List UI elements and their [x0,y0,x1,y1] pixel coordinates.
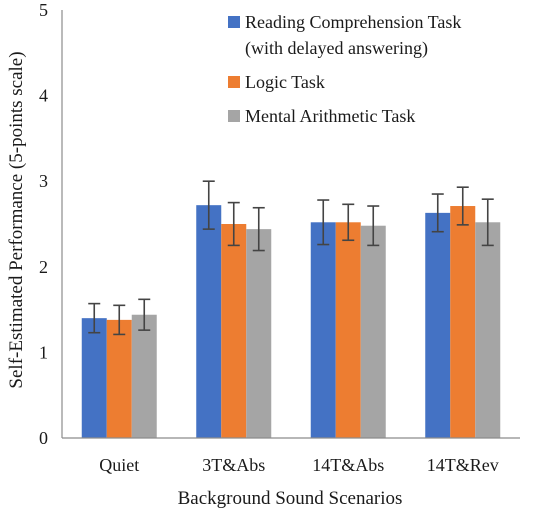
bar [310,222,336,438]
bar [196,205,222,438]
y-tick-label: 0 [39,428,48,448]
legend: Reading Comprehension Task (with delayed … [228,12,461,126]
y-axis-title: Self-Estimated Performance (5-points sca… [6,51,27,388]
x-tick-label: 14T&Rev [427,455,499,475]
y-tick-label: 1 [39,342,48,362]
x-tick-label: 3T&Abs [202,455,265,475]
axis-layer: 0 1 2 3 4 5 Quiet 3T&Abs 14T&Abs 14T&Rev [39,0,520,475]
legend-entry-label-line2: (with delayed answering) [245,38,428,59]
y-tick-label: 4 [39,86,48,106]
bar [81,318,107,438]
legend-swatch [228,16,240,28]
bar [335,222,361,438]
bar [131,314,157,438]
bar [106,319,132,438]
bar [221,224,247,438]
legend-entry-label: Reading Comprehension Task [245,12,461,32]
legend-entry-label: Logic Task [245,72,325,92]
y-tick-label: 5 [39,0,48,20]
x-tick-label: Quiet [99,455,139,475]
bar [246,229,272,438]
bar [475,222,501,438]
bars-layer [81,205,501,438]
y-tick-label: 2 [39,257,48,277]
x-tick-label: 14T&Abs [312,455,384,475]
legend-swatch [228,76,240,88]
y-tick-label: 3 [39,171,48,191]
bar [425,212,451,438]
bar [450,206,476,438]
bar [360,225,386,438]
x-axis-title: Background Sound Scenarios [178,488,403,509]
legend-swatch [228,110,240,122]
error-bars-layer [88,180,494,336]
legend-entry-label: Mental Arithmetic Task [245,106,415,126]
